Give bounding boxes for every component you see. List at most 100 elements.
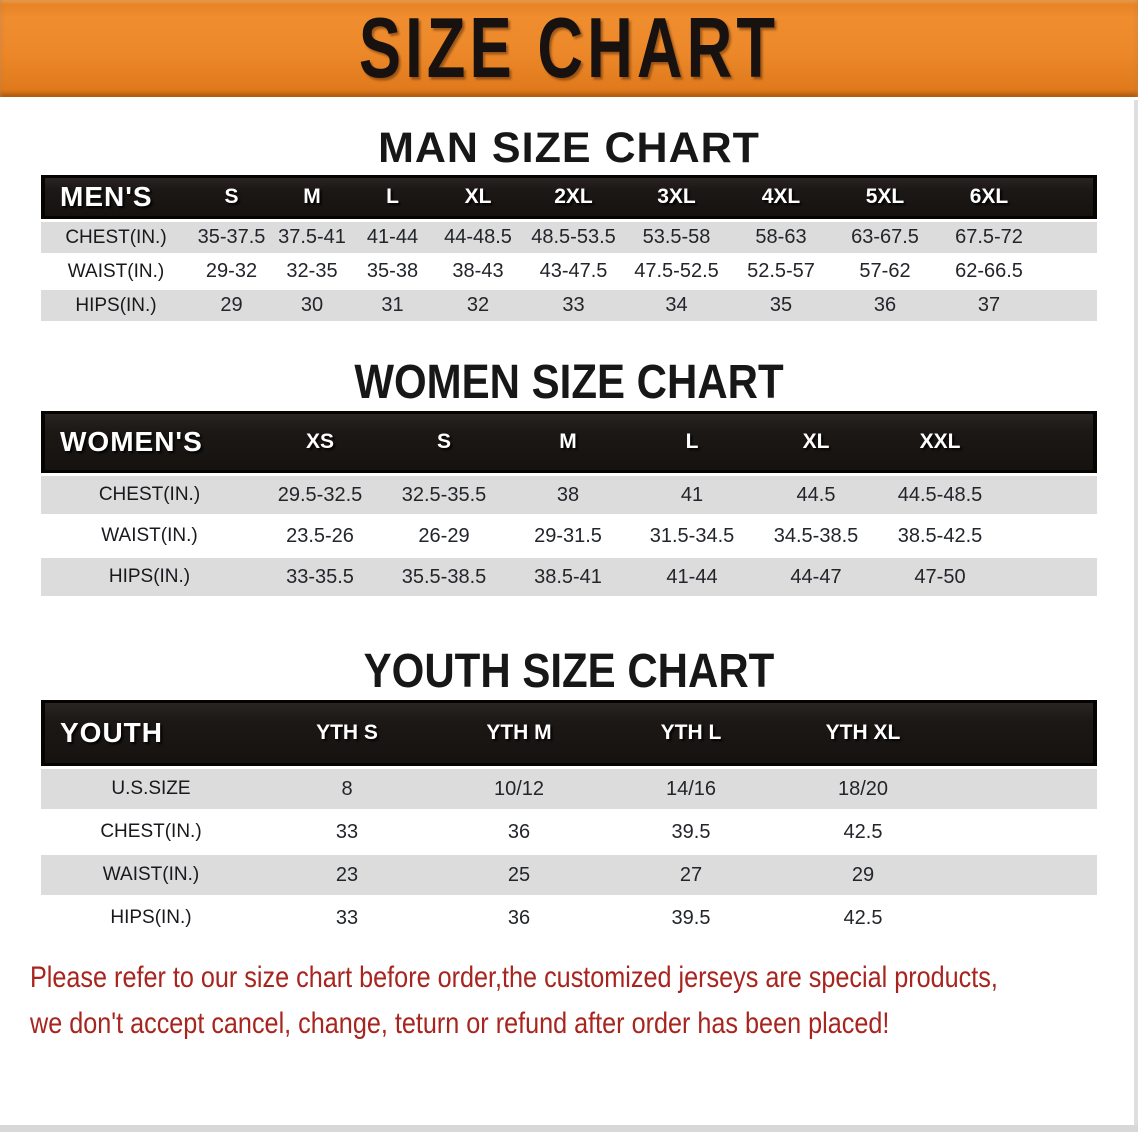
women-col-l: L	[630, 411, 754, 473]
size-cell: 48.5-53.5	[523, 222, 624, 253]
spacer-cell	[1041, 256, 1097, 287]
men-hips-row: HIPS(IN.) 29 30 31 32 33 34 35 36 37	[41, 290, 1097, 321]
size-cell: 39.5	[605, 898, 777, 938]
spacer-cell	[1041, 222, 1097, 253]
size-cell: 36	[833, 290, 937, 321]
women-group-label: WOMEN'S	[41, 411, 258, 473]
size-cell: 42.5	[777, 898, 949, 938]
men-col-xl: XL	[433, 175, 523, 219]
size-cell: 44-48.5	[433, 222, 523, 253]
size-cell: 42.5	[777, 812, 949, 852]
size-cell: 41-44	[630, 558, 754, 596]
women-size-table: WOMEN'S XS S M L XL XXL CHEST(IN.) 29.5-…	[41, 408, 1097, 599]
size-cell: 34.5-38.5	[754, 517, 878, 555]
size-cell: 8	[261, 769, 433, 809]
row-label: HIPS(IN.)	[41, 290, 191, 321]
size-cell: 47.5-52.5	[624, 256, 729, 287]
size-cell: 36	[433, 812, 605, 852]
youth-ussize-row: U.S.SIZE 8 10/12 14/16 18/20	[41, 769, 1097, 809]
women-col-s: S	[382, 411, 506, 473]
men-col-m: M	[272, 175, 352, 219]
women-hips-row: HIPS(IN.) 33-35.5 35.5-38.5 38.5-41 41-4…	[41, 558, 1097, 596]
size-cell: 32-35	[272, 256, 352, 287]
spacer-cell	[949, 898, 1097, 938]
banner-title: SIZE CHART	[358, 0, 780, 97]
spacer-cell	[949, 700, 1097, 766]
youth-size-table: YOUTH YTH S YTH M YTH L YTH XL U.S.SIZE …	[41, 697, 1097, 941]
size-cell: 35	[729, 290, 833, 321]
size-cell: 33	[261, 898, 433, 938]
size-cell: 29-32	[191, 256, 272, 287]
size-cell: 14/16	[605, 769, 777, 809]
size-cell: 63-67.5	[833, 222, 937, 253]
spacer-cell	[949, 812, 1097, 852]
men-col-3xl: 3XL	[624, 175, 729, 219]
size-cell: 29-31.5	[506, 517, 630, 555]
row-label: HIPS(IN.)	[41, 898, 261, 938]
youth-waist-row: WAIST(IN.) 23 25 27 29	[41, 855, 1097, 895]
spacer-cell	[1041, 290, 1097, 321]
size-cell: 29.5-32.5	[258, 476, 382, 514]
disclaimer-line-2: we don't accept cancel, change, teturn o…	[30, 1007, 890, 1040]
banner: SIZE CHART	[0, 0, 1138, 97]
size-cell: 32	[433, 290, 523, 321]
row-label: WAIST(IN.)	[41, 855, 261, 895]
size-cell: 27	[605, 855, 777, 895]
size-cell: 58-63	[729, 222, 833, 253]
size-cell: 57-62	[833, 256, 937, 287]
youth-col-xl: YTH XL	[777, 700, 949, 766]
size-cell: 18/20	[777, 769, 949, 809]
row-label: CHEST(IN.)	[41, 222, 191, 253]
spacer-cell	[1041, 175, 1097, 219]
size-cell: 38.5-41	[506, 558, 630, 596]
size-cell: 44.5	[754, 476, 878, 514]
size-cell: 29	[777, 855, 949, 895]
size-cell: 35.5-38.5	[382, 558, 506, 596]
row-label: CHEST(IN.)	[41, 812, 261, 852]
size-cell: 33-35.5	[258, 558, 382, 596]
row-label: CHEST(IN.)	[41, 476, 258, 514]
size-cell: 23.5-26	[258, 517, 382, 555]
size-cell: 43-47.5	[523, 256, 624, 287]
spacer-cell	[1002, 517, 1097, 555]
women-col-xxl: XXL	[878, 411, 1002, 473]
youth-section-title: YOUTH SIZE CHART	[363, 643, 775, 698]
size-cell: 38-43	[433, 256, 523, 287]
youth-col-s: YTH S	[261, 700, 433, 766]
size-cell: 31.5-34.5	[630, 517, 754, 555]
men-group-label: MEN'S	[41, 175, 191, 219]
size-cell: 53.5-58	[624, 222, 729, 253]
men-col-s: S	[191, 175, 272, 219]
size-cell: 47-50	[878, 558, 1002, 596]
spacer-cell	[1002, 411, 1097, 473]
youth-header-row: YOUTH YTH S YTH M YTH L YTH XL	[41, 700, 1097, 766]
men-header-row: MEN'S S M L XL 2XL 3XL 4XL 5XL 6XL	[41, 175, 1097, 219]
men-col-4xl: 4XL	[729, 175, 833, 219]
size-cell: 35-37.5	[191, 222, 272, 253]
youth-group-label: YOUTH	[41, 700, 261, 766]
size-cell: 41	[630, 476, 754, 514]
women-chest-row: CHEST(IN.) 29.5-32.5 32.5-35.5 38 41 44.…	[41, 476, 1097, 514]
size-cell: 37.5-41	[272, 222, 352, 253]
size-cell: 44-47	[754, 558, 878, 596]
size-cell: 35-38	[352, 256, 433, 287]
size-cell: 26-29	[382, 517, 506, 555]
spacer-cell	[1002, 558, 1097, 596]
size-cell: 36	[433, 898, 605, 938]
disclaimer-note: Please refer to our size chart before or…	[0, 955, 1138, 1047]
size-cell: 33	[523, 290, 624, 321]
row-label: WAIST(IN.)	[41, 517, 258, 555]
size-cell: 44.5-48.5	[878, 476, 1002, 514]
size-cell: 41-44	[352, 222, 433, 253]
size-cell: 31	[352, 290, 433, 321]
women-col-xl: XL	[754, 411, 878, 473]
men-col-6xl: 6XL	[937, 175, 1041, 219]
row-label: HIPS(IN.)	[41, 558, 258, 596]
youth-col-l: YTH L	[605, 700, 777, 766]
women-col-xs: XS	[258, 411, 382, 473]
women-waist-row: WAIST(IN.) 23.5-26 26-29 29-31.5 31.5-34…	[41, 517, 1097, 555]
spacer-cell	[949, 769, 1097, 809]
size-cell: 38.5-42.5	[878, 517, 1002, 555]
size-cell: 62-66.5	[937, 256, 1041, 287]
size-cell: 38	[506, 476, 630, 514]
